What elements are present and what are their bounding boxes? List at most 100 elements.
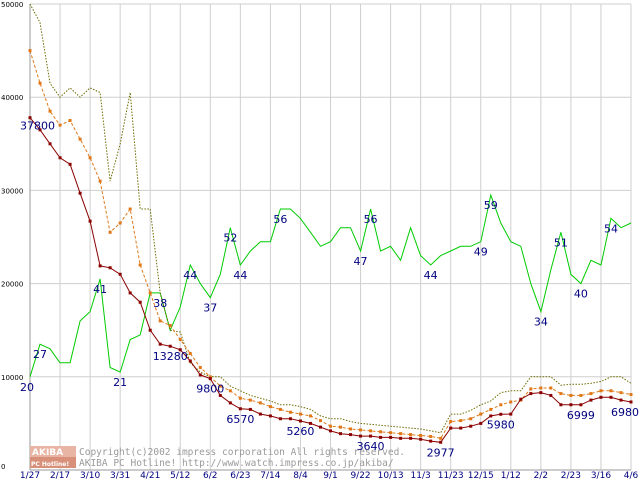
- series-point-0: [519, 397, 523, 401]
- data-label: 13280: [153, 350, 188, 363]
- chart-grid: [29, 3, 632, 471]
- series-point-0: [88, 219, 92, 223]
- series-point-1: [559, 392, 563, 396]
- series-point-0: [308, 421, 312, 425]
- data-label: 37800: [20, 120, 55, 133]
- x-tick-label: 3/16: [591, 471, 611, 480]
- series-point-0: [288, 417, 292, 421]
- data-label: 6980: [611, 406, 639, 419]
- series-point-0: [339, 432, 343, 436]
- data-label: 51: [554, 236, 568, 249]
- series-point-0: [148, 328, 152, 332]
- series-point-1: [509, 400, 513, 404]
- data-label: 27: [33, 348, 47, 361]
- series-point-1: [128, 207, 132, 211]
- series-point-0: [128, 291, 132, 295]
- series-point-1: [599, 389, 603, 393]
- data-label: 41: [93, 283, 107, 296]
- series-point-1: [449, 420, 453, 424]
- series-point-1: [168, 324, 172, 328]
- hotline-url-line: AKIBA PC Hotline! http://www.watch.impre…: [79, 458, 394, 469]
- chart-series: [28, 3, 633, 444]
- x-tick-label: 6/23: [230, 471, 250, 480]
- series-point-0: [349, 433, 353, 437]
- series-point-0: [559, 403, 563, 407]
- series-point-0: [569, 403, 573, 407]
- data-label: 44: [424, 269, 438, 282]
- x-tick-label: 2/2: [534, 471, 548, 480]
- series-point-1: [98, 179, 102, 183]
- data-label: 59: [484, 199, 498, 212]
- series-point-1: [409, 433, 413, 437]
- data-label: 52: [223, 232, 237, 245]
- x-tick-label: 2/17: [50, 471, 70, 480]
- akiba-logo-band: [30, 457, 76, 468]
- series-point-0: [409, 436, 413, 440]
- logo-bottom-text: PC Hotline!: [31, 461, 69, 468]
- series-point-1: [339, 425, 343, 429]
- series-point-1: [429, 434, 433, 438]
- series-point-0: [238, 407, 242, 411]
- series-point-0: [599, 395, 603, 399]
- data-label: 37: [203, 302, 217, 315]
- y-tick-label: 10000: [1, 374, 23, 382]
- series-point-1: [278, 407, 282, 411]
- series-point-1: [298, 412, 302, 416]
- y-axis-ticks: 0 10000 20000 30000 40000 50000: [1, 1, 23, 471]
- data-label: 20: [20, 381, 34, 394]
- data-label: 21: [113, 376, 127, 389]
- data-label: 49: [474, 246, 488, 259]
- series-point-1: [369, 429, 373, 433]
- x-tick-label: 9/1: [323, 471, 337, 480]
- series-point-1: [549, 386, 553, 390]
- series-point-0: [208, 377, 212, 381]
- copyright-line: Copyright(c)2002 impress corporation All…: [79, 447, 405, 458]
- series-line-3: [29, 193, 632, 377]
- data-label: 34: [534, 316, 548, 329]
- x-tick-label: 12/15: [468, 471, 494, 480]
- data-label: 47: [354, 255, 368, 268]
- series-point-0: [529, 392, 533, 396]
- series-point-1: [158, 319, 162, 323]
- series-point-1: [178, 338, 182, 342]
- series-point-0: [118, 272, 122, 276]
- data-label: 6570: [226, 413, 254, 426]
- series-point-1: [308, 414, 312, 418]
- series-point-0: [78, 191, 82, 195]
- series-point-1: [579, 393, 583, 397]
- series-point-1: [589, 392, 593, 396]
- series-point-1: [288, 410, 292, 414]
- series-point-1: [88, 156, 92, 160]
- series-point-1: [379, 430, 383, 434]
- data-label: 56: [364, 213, 378, 226]
- series-point-1: [619, 391, 623, 395]
- series-point-1: [258, 401, 262, 405]
- series-point-0: [459, 426, 463, 430]
- x-tick-label: 3/31: [110, 471, 130, 480]
- data-label: 44: [233, 269, 247, 282]
- x-tick-label: 8/4: [293, 471, 308, 480]
- series-point-0: [108, 266, 112, 270]
- series-point-0: [228, 401, 232, 405]
- x-tick-label: 1/12: [501, 471, 521, 480]
- x-tick-label: 7/14: [260, 471, 280, 480]
- y-tick-label: 40000: [1, 94, 23, 102]
- series-point-1: [499, 403, 503, 407]
- series-point-1: [238, 396, 242, 400]
- series-point-0: [248, 407, 252, 411]
- data-label: 44: [183, 269, 197, 282]
- series-point-1: [629, 393, 633, 397]
- series-point-1: [28, 49, 32, 53]
- series-point-1: [399, 432, 403, 436]
- series-point-0: [28, 116, 32, 120]
- y-tick-label: 50000: [1, 1, 23, 9]
- series-point-0: [48, 142, 52, 146]
- y-tick-label: 0: [1, 463, 5, 471]
- series-point-0: [188, 359, 192, 363]
- x-axis-ticks: 1/27 2/17 3/10 3/31 4/21 5/12 6/2 6/23 7/14 8/4 9/…: [20, 471, 639, 480]
- series-point-0: [68, 162, 72, 166]
- series-point-1: [208, 375, 212, 379]
- series-point-0: [329, 429, 332, 433]
- data-label: 38: [153, 297, 167, 310]
- series-point-1: [459, 419, 463, 423]
